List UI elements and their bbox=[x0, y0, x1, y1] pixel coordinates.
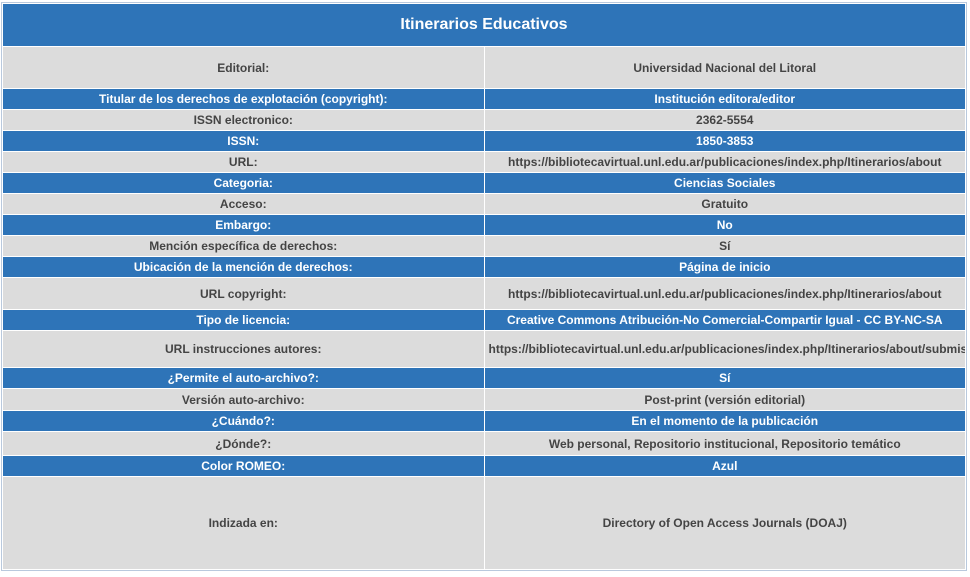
row-value: Sí bbox=[483, 235, 966, 257]
row-url: URL: https://bibliotecavirtual.unl.edu.a… bbox=[2, 151, 966, 173]
row-label: Ubicación de la mención de derechos: bbox=[2, 256, 485, 278]
row-rights-location: Ubicación de la mención de derechos: Pág… bbox=[2, 256, 966, 278]
row-value-url[interactable]: https://bibliotecavirtual.unl.edu.ar/pub… bbox=[483, 330, 966, 368]
row-value: En el momento de la publicación bbox=[483, 410, 966, 432]
row-value: Web personal, Repositorio institucional,… bbox=[483, 431, 966, 456]
row-editorial: Editorial: Universidad Nacional del Lito… bbox=[2, 46, 966, 89]
row-where: ¿Dónde?: Web personal, Repositorio insti… bbox=[2, 431, 966, 456]
row-value: No bbox=[483, 214, 966, 236]
row-value: Azul bbox=[483, 455, 966, 477]
journal-info-table: Itinerarios Educativos Editorial: Univer… bbox=[2, 3, 966, 570]
row-self-archive: ¿Permite el auto-archivo?: Sí bbox=[2, 367, 966, 389]
row-value: 1850-3853 bbox=[483, 130, 966, 152]
row-label: URL: bbox=[2, 151, 485, 173]
row-label: Embargo: bbox=[2, 214, 485, 236]
row-value: Universidad Nacional del Litoral bbox=[483, 46, 966, 89]
row-label: Acceso: bbox=[2, 193, 485, 215]
row-value: Post-print (versión editorial) bbox=[483, 388, 966, 411]
row-rights-mention: Mención específica de derechos: Sí bbox=[2, 235, 966, 257]
row-value: Gratuito bbox=[483, 193, 966, 215]
row-author-instructions: URL instrucciones autores: https://bibli… bbox=[2, 330, 966, 368]
row-label: ¿Permite el auto-archivo?: bbox=[2, 367, 485, 389]
page-title: Itinerarios Educativos bbox=[2, 3, 966, 47]
row-value: Creative Commons Atribución-No Comercial… bbox=[483, 309, 966, 331]
row-label: ISSN electronico: bbox=[2, 109, 485, 131]
row-copyright-holder: Titular de los derechos de explotación (… bbox=[2, 88, 966, 110]
row-label: Versión auto-archivo: bbox=[2, 388, 485, 411]
row-label: Color ROMEO: bbox=[2, 455, 485, 477]
row-label: Tipo de licencia: bbox=[2, 309, 485, 331]
row-label: Categoria: bbox=[2, 172, 485, 194]
row-when: ¿Cuándo?: En el momento de la publicació… bbox=[2, 410, 966, 432]
row-value: Página de inicio bbox=[483, 256, 966, 278]
title-row: Itinerarios Educativos bbox=[2, 3, 966, 47]
row-issn-electronic: ISSN electronico: 2362-5554 bbox=[2, 109, 966, 131]
row-label: URL instrucciones autores: bbox=[2, 330, 485, 368]
row-label: URL copyright: bbox=[2, 277, 485, 310]
row-value: Institución editora/editor bbox=[483, 88, 966, 110]
row-value: Ciencias Sociales bbox=[483, 172, 966, 194]
row-label: Titular de los derechos de explotación (… bbox=[2, 88, 485, 110]
row-embargo: Embargo: No bbox=[2, 214, 966, 236]
row-self-archive-version: Versión auto-archivo: Post-print (versió… bbox=[2, 388, 966, 411]
row-category: Categoria: Ciencias Sociales bbox=[2, 172, 966, 194]
row-label: Mención específica de derechos: bbox=[2, 235, 485, 257]
row-value: 2362-5554 bbox=[483, 109, 966, 131]
row-license-type: Tipo de licencia: Creative Commons Atrib… bbox=[2, 309, 966, 331]
row-label: ¿Dónde?: bbox=[2, 431, 485, 456]
row-value-url[interactable]: https://bibliotecavirtual.unl.edu.ar/pub… bbox=[483, 277, 966, 310]
row-issn: ISSN: 1850-3853 bbox=[2, 130, 966, 152]
row-value-url[interactable]: https://bibliotecavirtual.unl.edu.ar/pub… bbox=[483, 151, 966, 173]
row-label: ISSN: bbox=[2, 130, 485, 152]
row-romeo-color: Color ROMEO: Azul bbox=[2, 455, 966, 477]
row-url-copyright: URL copyright: https://bibliotecavirtual… bbox=[2, 277, 966, 310]
row-label: ¿Cuándo?: bbox=[2, 410, 485, 432]
row-indexed-in: Indizada en: Directory of Open Access Jo… bbox=[2, 476, 966, 570]
row-label: Indizada en: bbox=[2, 476, 485, 570]
row-label: Editorial: bbox=[2, 46, 485, 89]
row-value: Sí bbox=[483, 367, 966, 389]
row-access: Acceso: Gratuito bbox=[2, 193, 966, 215]
row-value: Directory of Open Access Journals (DOAJ) bbox=[483, 476, 966, 570]
